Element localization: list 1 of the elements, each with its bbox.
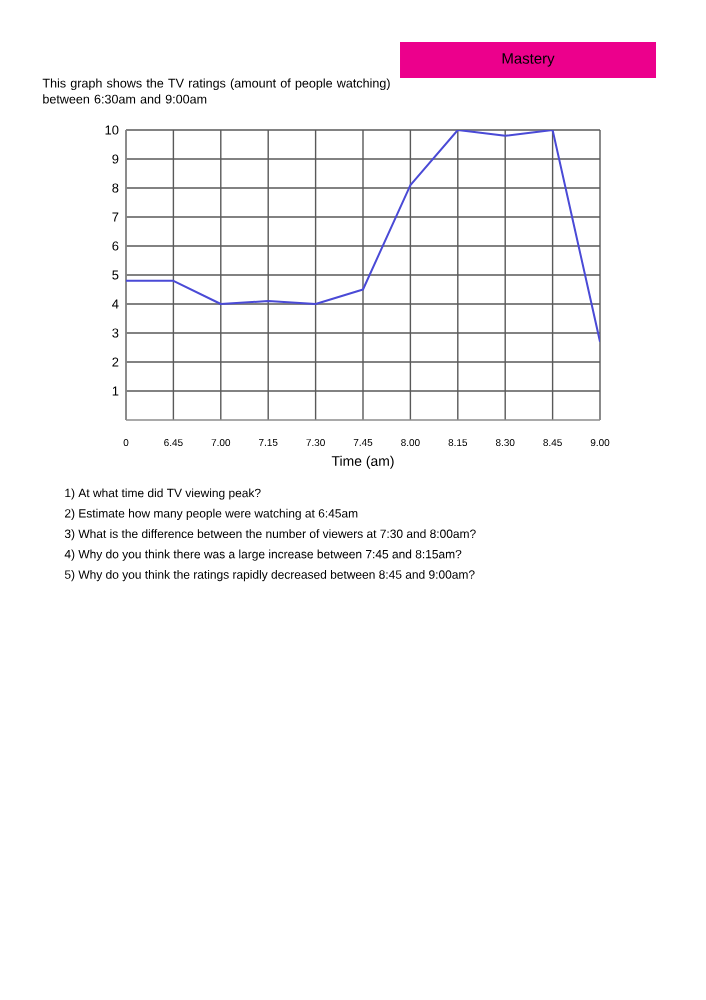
line-series — [126, 129, 600, 343]
